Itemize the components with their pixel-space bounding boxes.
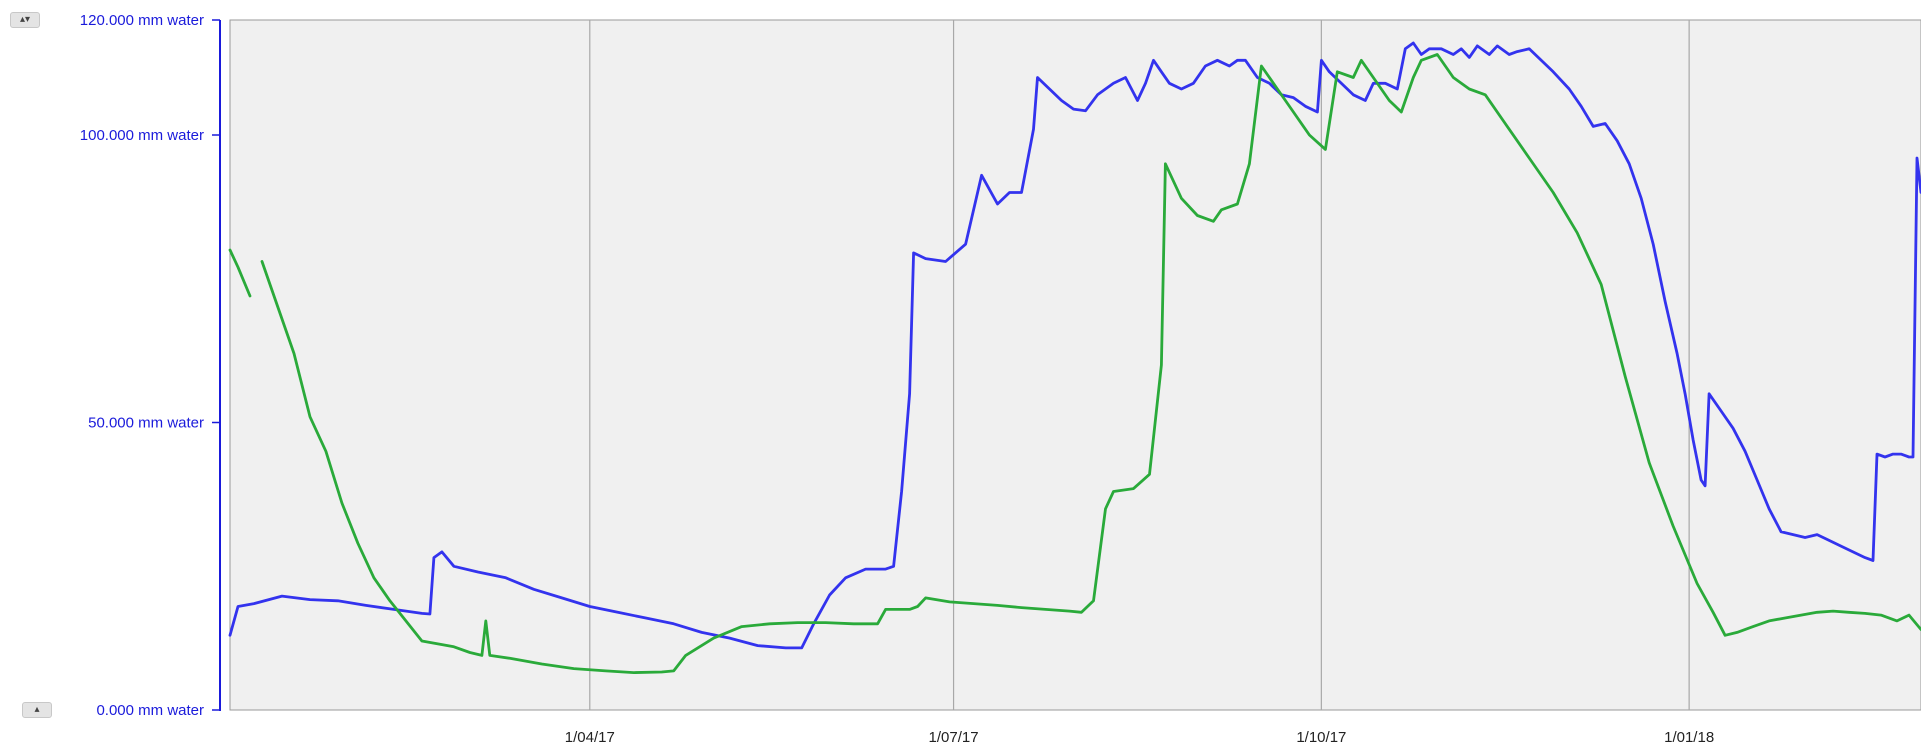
x-tick-label: 1/07/17: [929, 729, 979, 746]
scroll-up-arrow-icon[interactable]: ▴: [22, 702, 52, 718]
plot-area: [229, 19, 1921, 711]
y-axis: 0.000 mm water 50.000 mm water 100.000 mm …: [80, 12, 221, 719]
series-line-green: [260, 53, 1921, 674]
series-line-blue: [228, 41, 1921, 650]
scroll-up-down-arrows-icon[interactable]: ▴▾: [10, 12, 40, 28]
y-tick-label: 0.000 mm water: [96, 702, 204, 719]
x-tick-label: 1/10/17: [1296, 729, 1346, 746]
x-axis: 1/04/17 1/07/17 1/10/17 1/01/18: [565, 729, 1714, 746]
y-tick-label: 100.000 mm water: [80, 127, 204, 144]
grid-lines: [589, 20, 1690, 710]
y-tick-label: 120.000 mm water: [80, 12, 204, 29]
x-tick-label: 1/04/17: [565, 729, 615, 746]
series-line-green: [228, 248, 252, 298]
x-tick-label: 1/01/18: [1664, 729, 1714, 746]
series-layer: [228, 41, 1921, 674]
y-tick-label: 50.000 mm water: [88, 415, 204, 432]
